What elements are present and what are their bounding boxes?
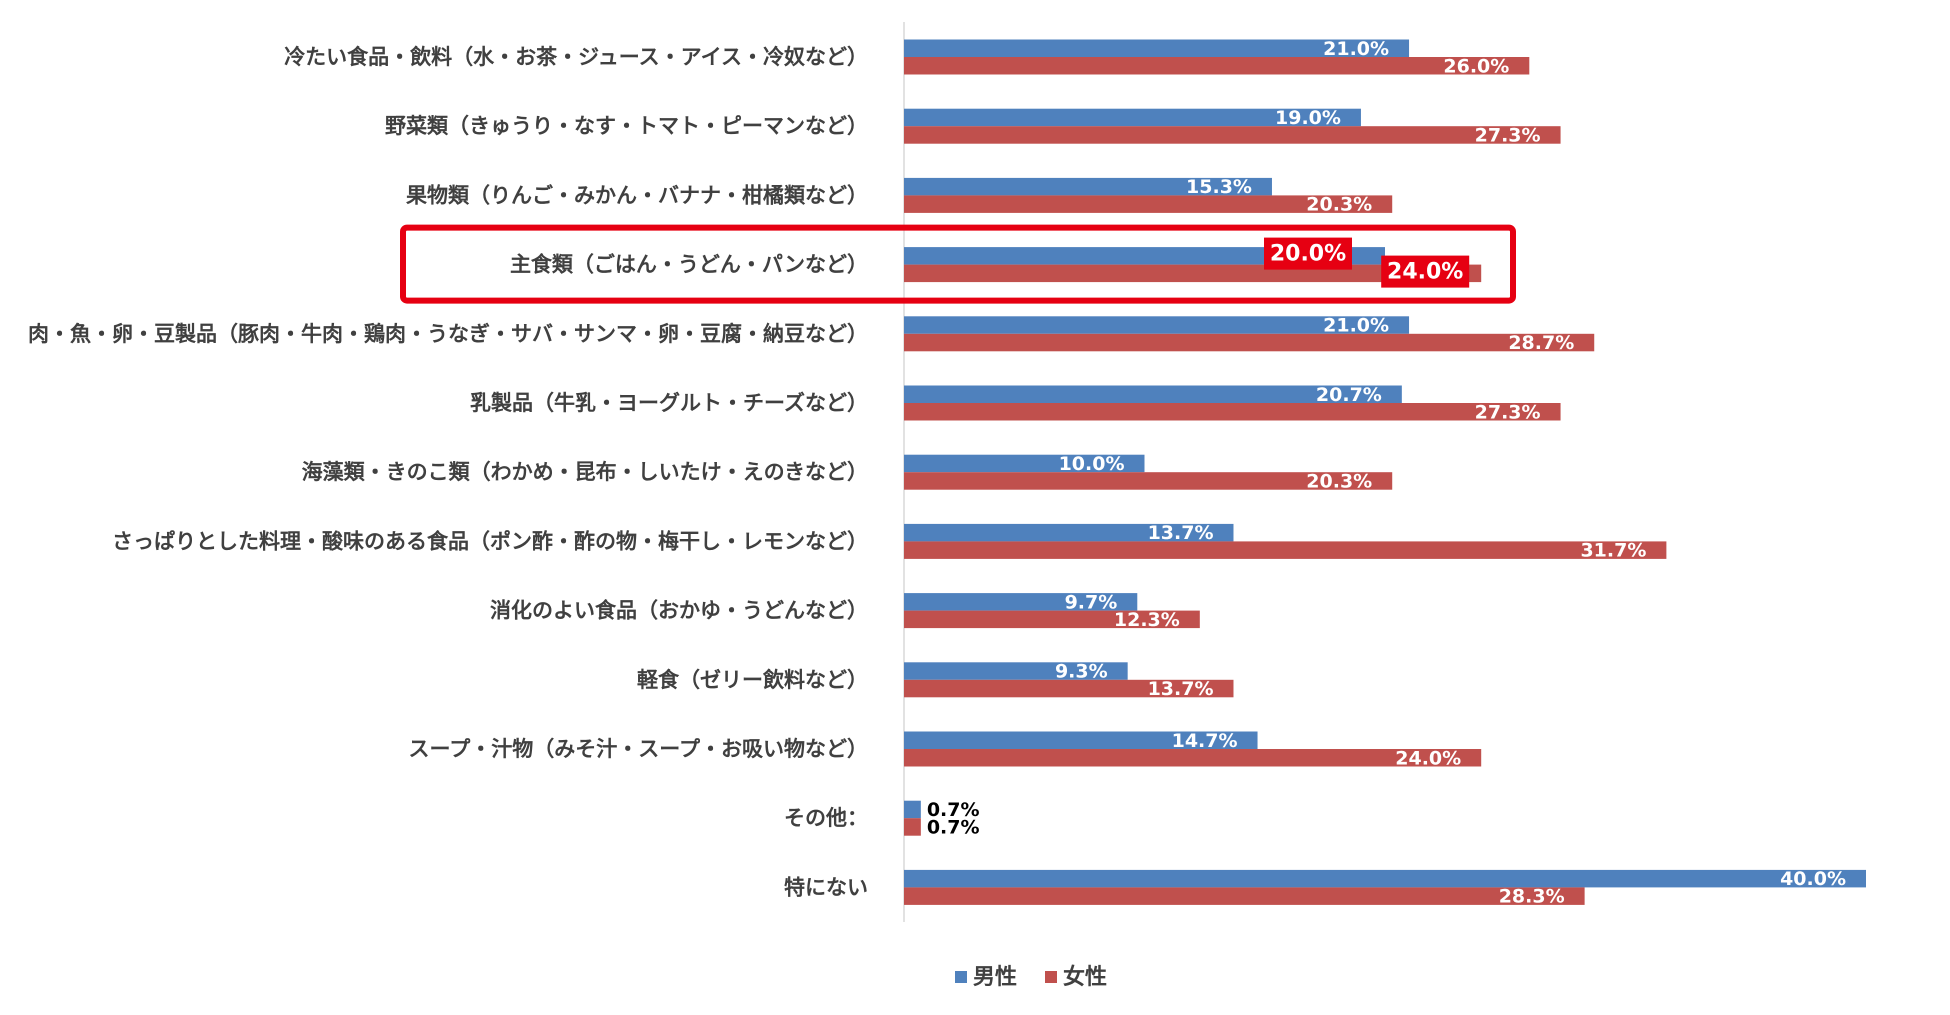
category-label: 乳製品（牛乳・ヨーグルト・チーズなど）: [470, 391, 868, 415]
value-label-female: 20.3%: [1306, 470, 1372, 492]
bar-male: [904, 731, 1258, 749]
legend-label-female: 女性: [1063, 964, 1107, 990]
value-label-male: 10.0%: [1059, 453, 1125, 475]
bar-female: [904, 472, 1393, 490]
highlight-frame: [400, 224, 1516, 304]
value-label-female: 24.0%: [1395, 747, 1461, 769]
category-labels: 冷たい食品・飲料（水・お茶・ジュース・アイス・冷奴など） 野菜類（きゅうり・なす・…: [28, 45, 868, 899]
value-label-male: 40.0%: [1780, 868, 1846, 890]
highlight-value-box: [1264, 237, 1352, 270]
category-label: 果物類（りんご・みかん・バナナ・柑橘類など）: [406, 183, 868, 207]
value-label-female: 13.7%: [1148, 678, 1214, 700]
bar-female: [904, 403, 1561, 421]
value-label-female: 24.0%: [1387, 260, 1463, 285]
bar-male: [904, 800, 921, 819]
bar-male: [904, 593, 1138, 611]
bar-male: [904, 454, 1145, 473]
bar-male: [904, 177, 1272, 196]
bar-male: [904, 316, 1410, 334]
category-label: 海藻類・きのこ類（わかめ・昆布・しいたけ・えのきなど）: [302, 460, 868, 484]
value-label-female: 12.3%: [1114, 609, 1180, 631]
bar-female: [904, 818, 921, 836]
bar-male: [904, 385, 1402, 403]
bar-male: [904, 523, 1234, 542]
category-label: 野菜類（きゅうり・なす・トマト・ピーマンなど）: [385, 114, 868, 138]
bar-male: [904, 39, 1410, 57]
value-label-female: 28.3%: [1499, 886, 1565, 908]
value-labels: 21.0% 26.0% 19.0% 27.3% 15.3% 20.3% 20.0% 24.0%…: [927, 38, 1846, 908]
bar-female: [904, 610, 1200, 629]
legend-swatch-male: [955, 971, 967, 983]
legend-label-male: 男性: [973, 965, 1017, 990]
category-label: 消化のよい食品（おかゆ・うどんなど）: [490, 599, 868, 623]
value-label-female: 20.3%: [1306, 194, 1372, 216]
value-label-female: 27.3%: [1475, 401, 1541, 423]
value-label-male: 9.3%: [1055, 661, 1108, 683]
value-label-male: 20.7%: [1316, 384, 1382, 406]
value-label-male: 20.0%: [1270, 242, 1346, 267]
category-label: 冷たい食品・飲料（水・お茶・ジュース・アイス・冷奴など）: [284, 45, 868, 69]
bar-male: [904, 662, 1128, 680]
value-label-male: 9.7%: [1065, 591, 1118, 613]
value-label-male: 13.7%: [1148, 522, 1214, 544]
value-label-female: 28.7%: [1508, 332, 1574, 354]
category-label: スープ・汁物（みそ汁・スープ・お吸い物など）: [409, 737, 868, 761]
category-label: 肉・魚・卵・豆製品（豚肉・牛肉・鶏肉・うなぎ・サバ・サンマ・卵・豆腐・納豆など）: [28, 322, 868, 346]
value-label-male: 0.7%: [927, 799, 980, 821]
bars-layer: [904, 39, 1866, 905]
value-label-female: 27.3%: [1475, 124, 1541, 146]
bar-female: [904, 57, 1530, 75]
bar-male: [904, 869, 1866, 888]
value-label-male: 21.0%: [1323, 38, 1389, 60]
value-label-female: 0.7%: [927, 816, 980, 838]
category-label: 特にない: [784, 875, 868, 899]
value-label-male: 19.0%: [1275, 107, 1341, 129]
bar-female: [904, 679, 1234, 698]
bar-female: [904, 333, 1595, 352]
highlight-value-box: [1381, 255, 1470, 288]
category-label: その他：: [784, 806, 868, 830]
category-label: 軽食（ゼリー飲料など）: [637, 668, 868, 692]
value-label-male: 14.7%: [1172, 730, 1238, 752]
category-label: 主食類（ごはん・うどん・パンなど）: [510, 253, 868, 277]
highlight-layer: [400, 224, 1516, 304]
value-label-male: 15.3%: [1186, 176, 1252, 198]
value-label-female: 26.0%: [1443, 55, 1509, 77]
legend: 男性 女性: [955, 964, 1107, 990]
bar-female: [904, 749, 1482, 767]
value-label-female: 31.7%: [1580, 540, 1646, 562]
bar-female: [904, 541, 1667, 559]
bar-female: [904, 126, 1561, 144]
bar-male: [904, 108, 1361, 127]
category-label: さっぱりとした料理・酸味のある食品（ポン酢・酢の物・梅干し・レモンなど）: [112, 529, 868, 553]
bar-female: [904, 887, 1585, 905]
bar-female: [904, 195, 1393, 213]
value-label-male: 21.0%: [1323, 315, 1389, 337]
legend-swatch-female: [1045, 971, 1057, 983]
